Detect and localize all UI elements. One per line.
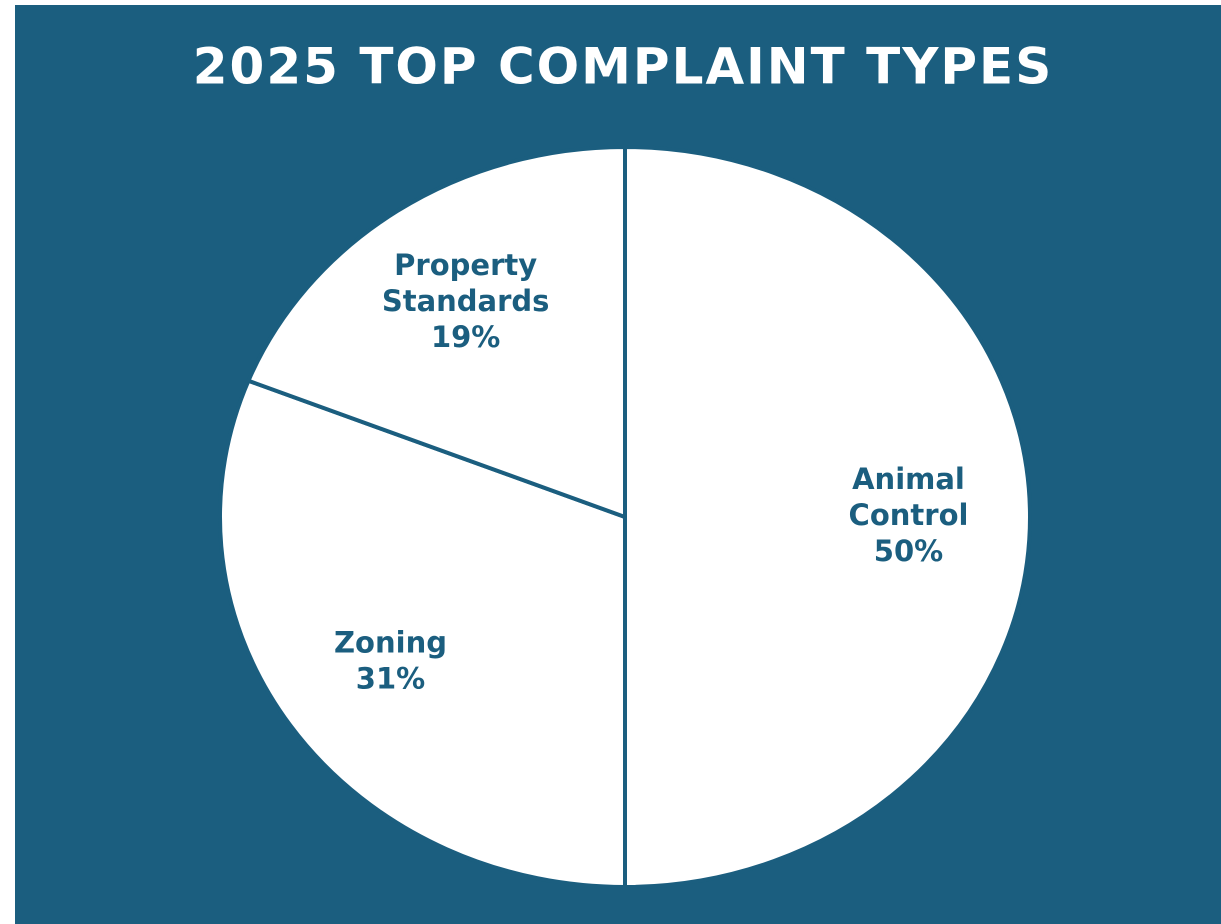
value-label: 50% bbox=[874, 534, 943, 568]
slice-label: Property Standards bbox=[382, 248, 550, 318]
label-line: Animal bbox=[852, 462, 965, 496]
chart-title: 2025 TOP COMPLAINT TYPES bbox=[193, 38, 1053, 96]
value-label: 31% bbox=[356, 662, 425, 696]
label-line: Property bbox=[394, 248, 537, 282]
label-line: Control bbox=[849, 498, 969, 532]
value-label: 19% bbox=[431, 320, 500, 354]
slice-label: Animal Control bbox=[849, 462, 969, 532]
label-line: Standards bbox=[382, 284, 550, 318]
pie-slice bbox=[218, 378, 627, 890]
pie-slice bbox=[245, 144, 627, 520]
pie-slice bbox=[623, 144, 1032, 890]
label-line: Zoning bbox=[334, 626, 447, 660]
slice-label: Zoning bbox=[334, 626, 447, 660]
